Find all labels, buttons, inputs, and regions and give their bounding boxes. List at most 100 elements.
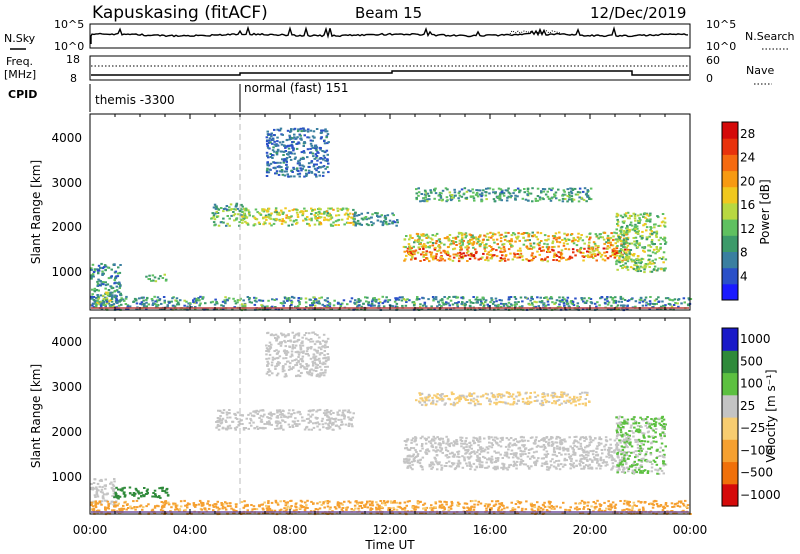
power-cell (547, 303, 550, 306)
power-cell (298, 159, 302, 162)
velocity-cell (430, 504, 433, 507)
velocity-cell (483, 456, 487, 459)
power-cell (628, 214, 632, 217)
velocity-cell (603, 448, 607, 451)
power-cell (316, 213, 320, 216)
power-cell (596, 248, 599, 251)
power-cell (281, 220, 284, 223)
power-cell (653, 265, 657, 268)
velocity-cell (603, 509, 607, 512)
velocity-cell (546, 465, 549, 468)
power-cell (226, 215, 229, 217)
power-cell (124, 297, 128, 300)
power-cell (499, 257, 503, 260)
velocity-cell (507, 438, 511, 441)
velocity-cell (328, 427, 331, 430)
power-cell (309, 298, 312, 301)
power-cell (420, 233, 423, 236)
power-cell (455, 254, 459, 257)
velocity-cell (267, 508, 270, 511)
velocity-cell (263, 423, 266, 425)
power-cell (339, 305, 343, 307)
power-cell (263, 208, 266, 211)
velocity-cell (466, 506, 469, 509)
power-cell (506, 305, 510, 308)
power-cell (628, 255, 631, 258)
velocity-cell (340, 418, 343, 421)
power-cell (617, 236, 621, 238)
power-cell (326, 212, 330, 215)
power-cell (541, 246, 545, 249)
power-cell (436, 250, 439, 253)
power-cell (464, 236, 467, 239)
power-cell (518, 253, 521, 256)
velocity-cell (294, 512, 297, 515)
power-cell (270, 138, 274, 141)
velocity-cell (327, 418, 331, 421)
power-cell (528, 239, 531, 242)
power-cell (270, 224, 273, 227)
power-cell (292, 166, 295, 169)
power-cell (469, 190, 472, 193)
velocity-cell (224, 508, 228, 511)
power-cell (297, 299, 300, 302)
cpid-segment-1: themis -3300 (95, 93, 175, 107)
power-cell (662, 261, 665, 264)
velocity-cell (248, 512, 252, 515)
power-cell (551, 187, 554, 190)
power-cell (94, 302, 97, 305)
velocity-cell (280, 424, 283, 427)
power-cell (422, 247, 425, 250)
velocity-cell (679, 501, 683, 504)
power-cell (633, 213, 637, 216)
power-cell (128, 305, 132, 308)
power-cell (329, 218, 332, 221)
velocity-cell (351, 416, 355, 419)
power-cell (626, 236, 630, 239)
power-cell (384, 217, 388, 220)
power-cell (484, 259, 487, 261)
power-cell (274, 145, 278, 147)
power-cell (90, 277, 93, 280)
velocity-cell (585, 438, 588, 441)
power-cell (309, 151, 312, 154)
power-cell (469, 195, 473, 198)
cpid-label: CPID (8, 88, 37, 101)
power-cell (272, 222, 276, 225)
power-cell (415, 188, 418, 191)
velocity-cell (410, 455, 413, 458)
power-cell (649, 302, 652, 305)
velocity-cell (434, 446, 438, 449)
power-cell (572, 198, 576, 201)
power-cell (115, 299, 118, 302)
velocity-cell (326, 419, 329, 422)
power-cbar-swatch (722, 251, 738, 269)
power-cell (283, 158, 286, 161)
power-cell (531, 187, 534, 190)
power-cell (355, 214, 359, 217)
power-cell (121, 298, 125, 301)
power-cell (593, 242, 597, 245)
power-cell (227, 297, 231, 300)
velocity-cell (583, 506, 586, 509)
velocity-cell (285, 507, 289, 510)
velocity-cell (220, 502, 223, 504)
power-cell (576, 236, 580, 239)
velocity-cell (569, 457, 572, 460)
power-cell (445, 196, 449, 199)
power-cell (142, 306, 146, 309)
power-cell (478, 235, 482, 238)
power-cell (234, 208, 237, 211)
power-cell (500, 199, 503, 202)
velocity-cell (260, 418, 263, 421)
velocity-cell (545, 440, 548, 443)
power-cell (504, 302, 508, 305)
power-cell (630, 298, 633, 301)
velocity-cell (598, 436, 601, 439)
power-cell (500, 247, 503, 250)
velocity-cell (282, 500, 286, 503)
power-cell (248, 297, 251, 299)
power-cell (621, 220, 625, 223)
velocity-cell (236, 418, 239, 420)
power-cell (512, 252, 516, 255)
